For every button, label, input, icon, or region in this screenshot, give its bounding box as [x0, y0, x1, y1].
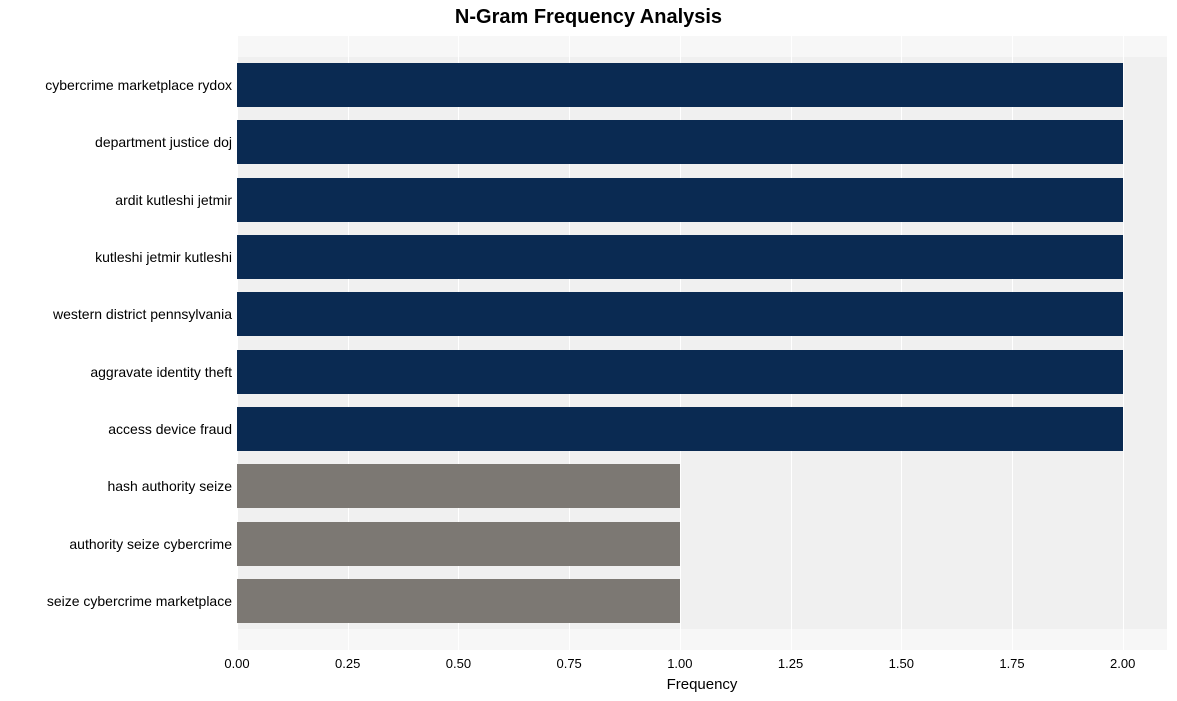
y-tick-label: authority seize cybercrime: [69, 536, 232, 552]
bar: [237, 464, 680, 508]
x-tick-label: 1.75: [999, 656, 1024, 671]
x-axis-title: Frequency: [667, 676, 738, 693]
bar: [237, 120, 1123, 164]
y-tick-label: seize cybercrime marketplace: [47, 593, 232, 609]
y-tick-label: western district pennsylvania: [53, 306, 232, 322]
y-tick-label: hash authority seize: [107, 478, 232, 494]
grid-line: [1123, 36, 1124, 650]
x-tick-label: 0.50: [446, 656, 471, 671]
y-tick-label: cybercrime marketplace rydox: [45, 77, 232, 93]
y-tick-label: kutleshi jetmir kutleshi: [95, 249, 232, 265]
x-tick-label: 0.25: [335, 656, 360, 671]
bar: [237, 350, 1123, 394]
y-tick-label: department justice doj: [95, 134, 232, 150]
bar: [237, 407, 1123, 451]
x-tick-label: 1.00: [667, 656, 692, 671]
ngram-frequency-chart: N-Gram Frequency Analysis cybercrime mar…: [0, 0, 1177, 701]
x-tick-label: 2.00: [1110, 656, 1135, 671]
bar: [237, 178, 1123, 222]
bar: [237, 579, 680, 623]
x-tick-label: 0.75: [556, 656, 581, 671]
y-tick-label: ardit kutleshi jetmir: [115, 192, 232, 208]
bar: [237, 522, 680, 566]
bar: [237, 292, 1123, 336]
x-tick-label: 1.25: [778, 656, 803, 671]
chart-title: N-Gram Frequency Analysis: [0, 6, 1177, 29]
bar: [237, 63, 1123, 107]
plot-area: [237, 36, 1167, 650]
x-tick-label: 1.50: [889, 656, 914, 671]
x-tick-label: 0.00: [224, 656, 249, 671]
bar: [237, 235, 1123, 279]
y-tick-label: aggravate identity theft: [90, 364, 232, 380]
y-tick-label: access device fraud: [108, 421, 232, 437]
